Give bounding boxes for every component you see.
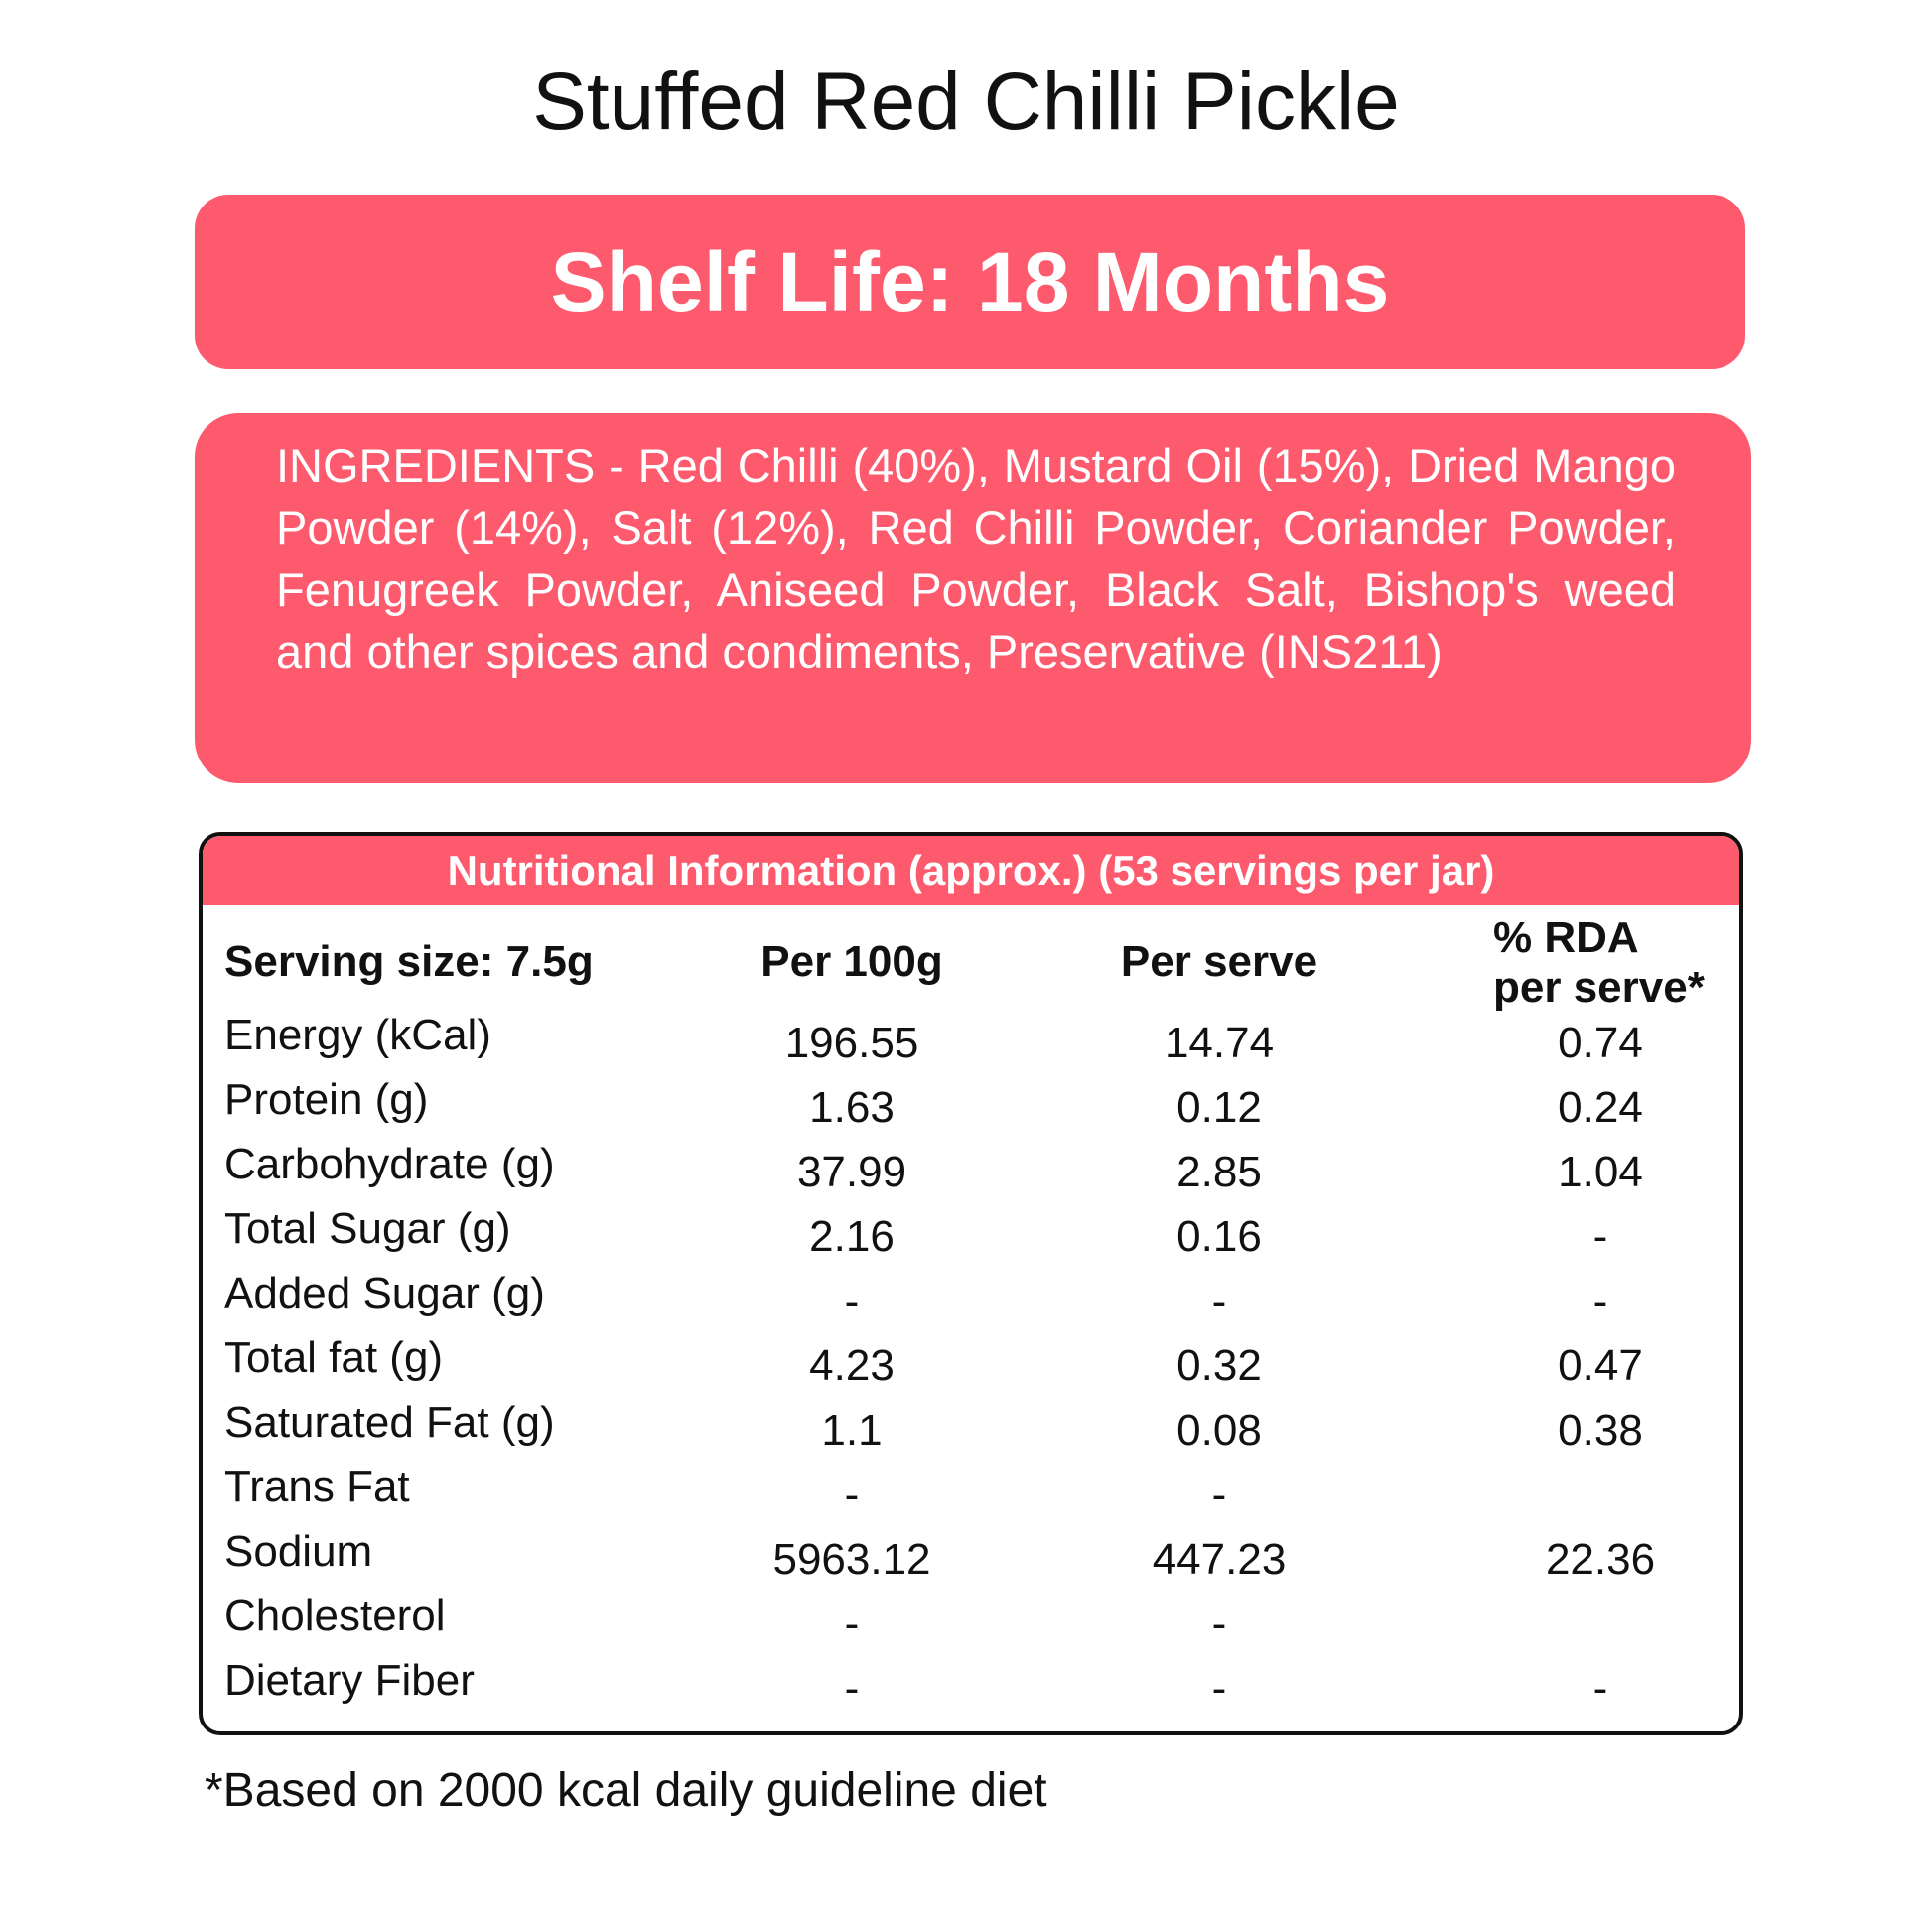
per-100g-value: - [844, 1470, 860, 1519]
nutrient-label: Added Sugar (g) [224, 1269, 545, 1317]
per-serve-value: 14.74 [1164, 1019, 1275, 1067]
per-serve-header: Per serve [1120, 937, 1318, 986]
rda-value: 0.47 [1558, 1341, 1643, 1390]
nutrient-label: Saturated Fat (g) [224, 1398, 555, 1447]
per-100g-header: Per 100g [760, 937, 943, 986]
ingredients-box: INGREDIENTS - Red Chilli (40%), Mustard … [195, 413, 1751, 783]
footnote: *Based on 2000 kcal daily guideline diet [205, 1764, 1047, 1817]
table-row: Total Sugar (g) 2.16 0.16 - [203, 1204, 1739, 1264]
table-row: Trans Fat - - [203, 1462, 1739, 1522]
ingredients-text: INGREDIENTS - Red Chilli (40%), Mustard … [276, 439, 1676, 678]
rda-value: - [1592, 1664, 1608, 1713]
nutrient-label: Total Sugar (g) [224, 1204, 511, 1253]
per-serve-value: 2.85 [1176, 1148, 1262, 1196]
rda-value: - [1592, 1277, 1608, 1325]
rda-value: 0.74 [1558, 1019, 1643, 1067]
table-row: Dietary Fiber - - - [203, 1656, 1739, 1716]
per-serve-value: - [1211, 1470, 1227, 1519]
nutrient-label: Energy (kCal) [224, 1011, 491, 1059]
per-serve-value: 0.08 [1176, 1406, 1262, 1454]
nutrient-label: Protein (g) [224, 1075, 429, 1124]
rda-value: 22.36 [1545, 1535, 1656, 1584]
per-100g-value: 1.1 [821, 1406, 883, 1454]
per-100g-value: - [844, 1664, 860, 1713]
per-100g-value: 196.55 [784, 1019, 919, 1067]
per-100g-value: 2.16 [809, 1212, 895, 1261]
product-title: Stuffed Red Chilli Pickle [532, 57, 1400, 147]
rda-value: - [1592, 1212, 1608, 1261]
table-row: Cholesterol - - [203, 1591, 1739, 1651]
per-100g-value: - [844, 1277, 860, 1325]
per-100g-value: - [844, 1599, 860, 1648]
per-serve-value: 447.23 [1152, 1535, 1287, 1584]
per-serve-value: 0.32 [1176, 1341, 1262, 1390]
nutrition-table: Nutritional Information (approx.) (53 se… [199, 832, 1743, 1735]
nutrient-label: Dietary Fiber [224, 1656, 475, 1705]
table-row: Sodium 5963.12 447.23 22.36 [203, 1527, 1739, 1587]
nutrient-label: Sodium [224, 1527, 373, 1576]
nutrient-label: Carbohydrate (g) [224, 1140, 555, 1188]
per-serve-value: - [1211, 1599, 1227, 1648]
nutrient-label: Total fat (g) [224, 1333, 444, 1382]
per-serve-value: 0.12 [1176, 1083, 1262, 1132]
per-serve-value: - [1211, 1277, 1227, 1325]
per-100g-value: 4.23 [809, 1341, 895, 1390]
shelf-life-banner: Shelf Life: 18 Months [195, 195, 1745, 369]
table-row: Saturated Fat (g) 1.1 0.08 0.38 [203, 1398, 1739, 1457]
nutrient-label: Trans Fat [224, 1462, 410, 1511]
table-row: Energy (kCal) 196.55 14.74 0.74 [203, 1011, 1739, 1070]
table-row: Added Sugar (g) - - - [203, 1269, 1739, 1328]
table-row: Carbohydrate (g) 37.99 2.85 1.04 [203, 1140, 1739, 1199]
per-serve-value: 0.16 [1176, 1212, 1262, 1261]
rda-header-line1: % RDA [1493, 913, 1639, 962]
rda-value: 0.24 [1558, 1083, 1643, 1132]
rda-header-line2: per serve* [1493, 963, 1705, 1012]
per-100g-value: 1.63 [809, 1083, 895, 1132]
rda-header: % RDA per serve* [1493, 913, 1705, 1013]
nutrient-label: Cholesterol [224, 1591, 446, 1640]
rda-value: 1.04 [1558, 1148, 1643, 1196]
table-row: Protein (g) 1.63 0.12 0.24 [203, 1075, 1739, 1135]
rda-value: 0.38 [1558, 1406, 1643, 1454]
serving-size-header: Serving size: 7.5g [224, 937, 594, 986]
per-serve-value: - [1211, 1664, 1227, 1713]
per-100g-value: 5963.12 [772, 1535, 931, 1584]
per-100g-value: 37.99 [796, 1148, 907, 1196]
table-row: Total fat (g) 4.23 0.32 0.47 [203, 1333, 1739, 1393]
nutrition-header: Nutritional Information (approx.) (53 se… [203, 836, 1739, 905]
